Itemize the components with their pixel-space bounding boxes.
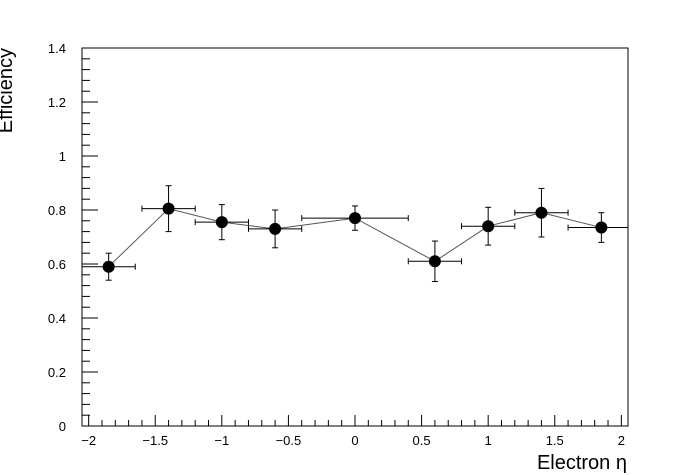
data-point <box>102 260 115 273</box>
x-axis-tick-labels: −2 −1.5 −1 −0.5 0 0.5 1 1.5 2 <box>81 433 625 448</box>
x-axis-ticks <box>88 415 622 426</box>
data-point <box>482 220 495 233</box>
y-tick-label: 1.4 <box>48 41 66 56</box>
x-tick-label: 1.5 <box>546 433 564 448</box>
x-tick-label: −2 <box>81 433 96 448</box>
x-tick-label: −1.5 <box>142 433 168 448</box>
y-tick-label: 0.6 <box>48 257 66 272</box>
y-tick-label: 1 <box>59 149 66 164</box>
y-tick-label: 0.8 <box>48 203 66 218</box>
data-point <box>349 212 361 225</box>
data-point <box>428 255 441 268</box>
plot-frame <box>81 47 629 427</box>
data-markers <box>102 202 608 273</box>
data-point <box>535 206 548 219</box>
x-tick-label: 0 <box>351 433 358 448</box>
error-bars <box>81 185 628 283</box>
x-tick-label: 0.5 <box>413 433 431 448</box>
x-tick-label: 1 <box>485 433 492 448</box>
x-tick-label: 2 <box>618 433 625 448</box>
y-axis-title: Efficiency <box>0 48 17 133</box>
x-tick-label: −0.5 <box>276 433 302 448</box>
y-tick-label: 0 <box>59 419 66 434</box>
y-axis-ticks <box>82 47 98 427</box>
y-axis-tick-labels: 0 0.2 0.4 0.6 0.8 1 1.2 1.4 <box>48 41 66 434</box>
data-point <box>595 221 608 234</box>
x-tick-label: −1 <box>214 433 229 448</box>
y-tick-label: 0.4 <box>48 311 66 326</box>
y-tick-label: 1.2 <box>48 95 66 110</box>
data-point <box>269 222 282 235</box>
x-axis-title: Electron η <box>537 452 627 474</box>
y-tick-label: 0.2 <box>48 365 66 380</box>
data-point <box>162 202 175 215</box>
data-point <box>215 216 228 229</box>
